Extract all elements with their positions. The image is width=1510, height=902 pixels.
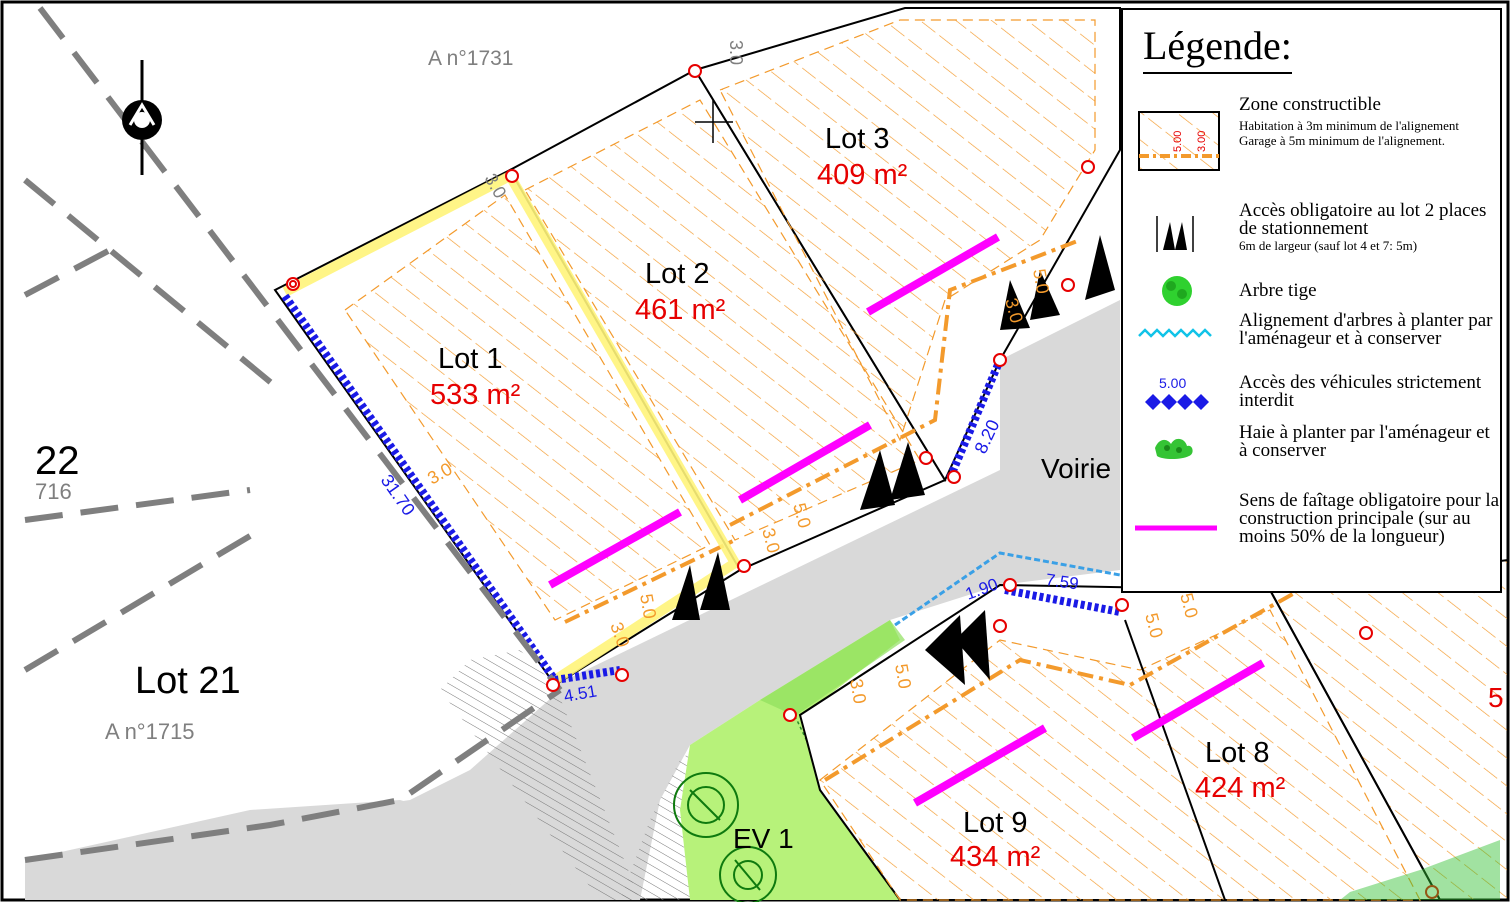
lot-2-buildable <box>524 99 921 541</box>
dim-lot1-5: 5.0 <box>636 592 660 620</box>
dim-setback-top: 3.0 <box>726 40 746 65</box>
svg-text:3.00: 3.00 <box>1196 131 1208 152</box>
roof-symbol-icon <box>1135 525 1217 531</box>
lot-9-area: 434 m² <box>950 841 1041 873</box>
legend-item-zone: 5.00 3.00 Zone constructible Habitation … <box>1123 94 1502 178</box>
dim-lot9-3: 3.0 <box>846 677 870 705</box>
measure-tree-row-2: 7.59 <box>1044 570 1079 593</box>
legend-hedge-text: Haie à planter par l'aménageur et à cons… <box>1239 422 1490 461</box>
hedge-area <box>1340 840 1500 900</box>
dim-lot3-5: 5.0 <box>1029 267 1053 295</box>
tree-symbol-icon <box>1162 276 1192 306</box>
legend-no-access-text: Accès des véhicules strictement interdit <box>1239 372 1482 411</box>
lot-3-area: 409 m² <box>817 159 908 191</box>
svg-text:5.00: 5.00 <box>1172 131 1184 152</box>
lot-3-buildable <box>719 19 1096 442</box>
lot-22-number: 22 <box>35 439 80 483</box>
lot-8-label: Lot 8 <box>1205 737 1270 769</box>
zone-symbol-icon: 5.00 3.00 <box>1138 111 1220 171</box>
crosshair-icon <box>695 100 733 143</box>
road-label: Voirie <box>1041 453 1111 484</box>
lot-2-area: 461 m² <box>635 294 726 326</box>
north-arrow-icon <box>122 60 162 175</box>
lot-8-area: 424 m² <box>1195 772 1286 804</box>
legend-title: Légende: <box>1143 24 1292 74</box>
setback-lines <box>564 238 1301 782</box>
tree-row-symbol-icon <box>1138 328 1212 338</box>
lot-9-label: Lot 9 <box>963 807 1028 839</box>
legend-access-text: Accès obligatoire au lot 2 places de sta… <box>1239 200 1487 253</box>
green-space-label: EV 1 <box>733 823 794 854</box>
lot-1-label: Lot 1 <box>438 343 503 375</box>
legend-roof-text: Sens de faîtage obligatoire pour la cons… <box>1239 490 1500 547</box>
legend-item-access: Accès obligatoire au lot 2 places de sta… <box>1123 200 1502 268</box>
legend-item-hedge: Haie à planter par l'aménageur et à cons… <box>1123 422 1502 480</box>
access-symbol-icon <box>1156 216 1194 252</box>
svg-text:5.00: 5.00 <box>1159 375 1186 391</box>
legend-tree-text: Arbre tige <box>1239 280 1317 301</box>
survey-points <box>286 64 1439 899</box>
lot-2-label: Lot 2 <box>645 258 710 290</box>
legend-item-no-access: 5.00 Accès des véhicules strictement int… <box>1123 372 1502 418</box>
lot-9-buildable <box>819 609 1421 901</box>
roof-direction-lines <box>548 233 1265 807</box>
access-symbols <box>672 235 1115 685</box>
lot-3-label: Lot 3 <box>825 123 890 155</box>
lot-22-ref: 716 <box>35 479 72 504</box>
legend-item-tree: Arbre tige <box>1123 274 1502 308</box>
top-parcel-ref: A n°1731 <box>428 47 513 70</box>
tree-icons <box>673 772 777 902</box>
tree-row-line <box>894 551 1121 627</box>
lot-1-area: 533 m² <box>430 379 521 411</box>
lot-1-buildable <box>344 194 711 621</box>
legend-panel: Légende: 5.00 3.00 Zone constructible Ha… <box>1121 8 1502 593</box>
dim-lot9-5: 5.0 <box>891 662 915 690</box>
edge-fragment-label: 5 <box>1488 682 1504 713</box>
paved-hatched-area <box>440 650 640 900</box>
road-voirie <box>555 300 1120 900</box>
legend-item-roof: Sens de faîtage obligatoire pour la cons… <box>1123 490 1502 588</box>
legend-zone-text: Zone constructible Habitation à 3m minim… <box>1239 94 1460 148</box>
hedge-symbol-icon <box>1155 438 1193 459</box>
road-bottom <box>25 800 520 900</box>
left-parcel-ref: A n°1715 <box>105 719 195 744</box>
no-access-symbol-icon: 5.00 <box>1145 375 1209 410</box>
green-space-ev1 <box>680 620 900 900</box>
lot-21-label: Lot 21 <box>135 660 241 702</box>
legend-item-tree-row: Alignement d'arbres à planter par l'amén… <box>1123 310 1502 368</box>
legend-tree-row-text: Alignement d'arbres à planter par l'amén… <box>1239 310 1493 349</box>
paved-hatched-curb <box>620 745 700 900</box>
lot-1-yellow-edge <box>282 169 742 685</box>
